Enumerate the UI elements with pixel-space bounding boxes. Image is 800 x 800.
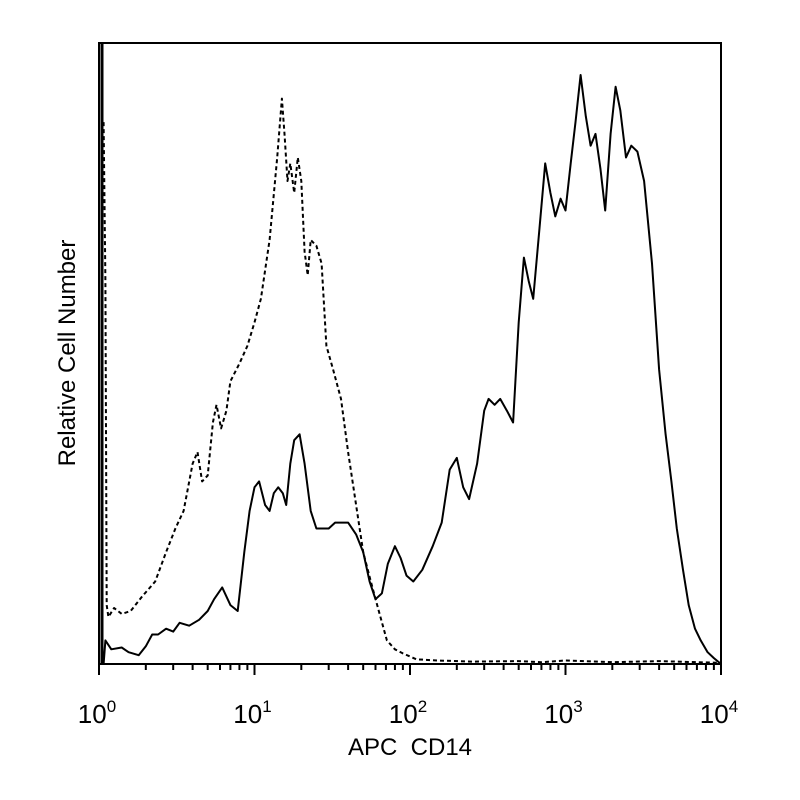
tick-base: 10 xyxy=(544,699,573,729)
x-tick-label: 103 xyxy=(544,697,582,729)
x-tick-label: 101 xyxy=(233,697,271,729)
x-axis-label: APC CD14 xyxy=(348,734,472,761)
series-layer xyxy=(102,74,722,665)
tick-base: 10 xyxy=(700,699,729,729)
tick-base: 10 xyxy=(389,699,418,729)
series-line-dashed xyxy=(102,97,722,664)
tick-exponent: 4 xyxy=(729,697,738,716)
tick-base: 10 xyxy=(78,699,107,729)
tick-exponent: 2 xyxy=(418,697,427,716)
x-tick-label: 100 xyxy=(78,697,116,729)
x-axis-ticks xyxy=(98,664,722,675)
x-tick-label: 104 xyxy=(700,697,738,729)
x-axis-tick-labels: 100 101 102 103 104 xyxy=(78,697,738,729)
series-line-solid xyxy=(102,74,722,665)
x-tick-label: 102 xyxy=(389,697,427,729)
tick-exponent: 0 xyxy=(107,697,116,716)
tick-base: 10 xyxy=(233,699,262,729)
y-axis-label: Relative Cell Number xyxy=(54,240,81,467)
tick-exponent: 1 xyxy=(262,697,271,716)
tick-exponent: 3 xyxy=(573,697,582,716)
plot-frame xyxy=(98,42,722,665)
